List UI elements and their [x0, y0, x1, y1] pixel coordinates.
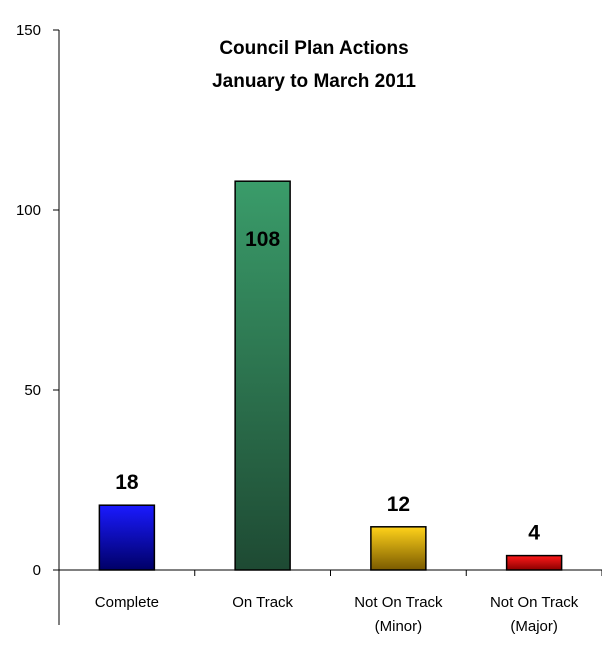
- bar: [234, 180, 291, 571]
- data-label: 4: [528, 522, 540, 545]
- bar: [98, 504, 156, 571]
- x-tick-label: (Minor): [375, 618, 423, 635]
- data-label: 108: [245, 228, 280, 251]
- data-label: 18: [115, 471, 139, 494]
- data-label: 12: [387, 493, 410, 516]
- x-tick-label: Not On Track: [354, 594, 443, 611]
- y-tick-label: 50: [24, 382, 41, 399]
- bar: [505, 554, 563, 571]
- x-tick-label: On Track: [232, 594, 293, 611]
- chart-subtitle: January to March 2011: [212, 71, 416, 92]
- x-tick-label: Not On Track: [490, 594, 579, 611]
- y-tick-label: 100: [16, 202, 41, 219]
- chart-title: Council Plan Actions: [219, 38, 408, 59]
- y-tick-label: 0: [33, 562, 41, 579]
- x-tick-label: Complete: [95, 594, 159, 611]
- bar: [370, 526, 427, 571]
- x-tick-label: (Major): [510, 618, 558, 635]
- y-tick-label: 150: [16, 22, 41, 39]
